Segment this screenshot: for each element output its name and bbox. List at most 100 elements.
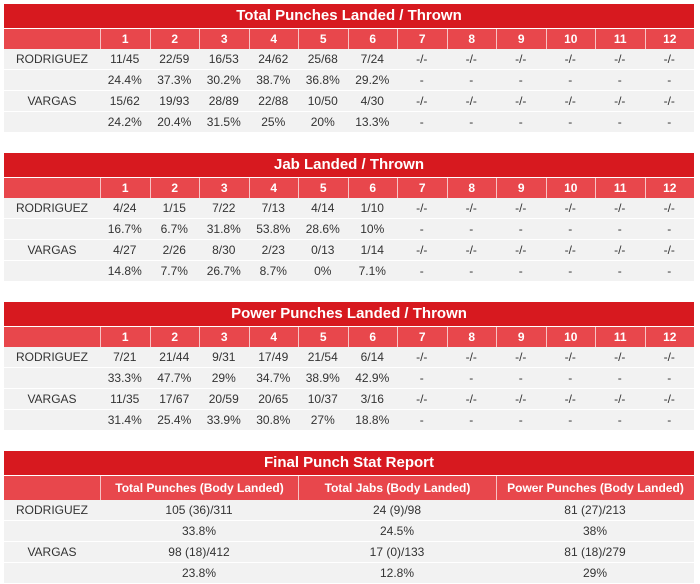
percent-cell: 30.2% bbox=[206, 73, 241, 87]
column-header: 8 bbox=[446, 29, 497, 49]
blank-cell bbox=[4, 112, 100, 132]
column-header: 4 bbox=[248, 327, 299, 347]
percent-cell: - bbox=[667, 222, 672, 236]
percent-cell: - bbox=[667, 371, 672, 385]
landed-cell: -/- bbox=[416, 201, 428, 215]
percent-cell: 37.3% bbox=[157, 73, 192, 87]
landed-row: VARGAS 98 (18)/412 17 (0)/133 81 (18)/279 bbox=[4, 542, 694, 563]
landed-cell: 105 (36)/311 bbox=[165, 503, 233, 517]
blank-cell bbox=[4, 410, 100, 430]
landed-cell: 4/30 bbox=[360, 94, 384, 108]
percent-cell: 29% bbox=[211, 371, 236, 385]
landed-row: RODRIGUEZ 4/24 1/15 7/22 7/13 4/14 1/10 -/- -/- -… bbox=[4, 198, 694, 219]
percent-cell: 16.7% bbox=[107, 222, 142, 236]
column-header: 2 bbox=[149, 327, 200, 347]
percent-cell: 31.4% bbox=[107, 413, 142, 427]
landed-row: VARGAS 11/35 17/67 20/59 20/65 10/37 3/16 -/- -/… bbox=[4, 389, 694, 410]
percent-cell: 25% bbox=[261, 115, 286, 129]
blank-cell bbox=[4, 219, 100, 239]
percent-cell: 20% bbox=[310, 115, 335, 129]
column-header: 1 bbox=[100, 178, 150, 198]
percent-cell: 31.5% bbox=[206, 115, 241, 129]
percent-cell: 31.8% bbox=[206, 222, 241, 236]
landed-cell: -/- bbox=[663, 392, 675, 406]
header-row: Total Punches (Body Landed) Total Jabs (B… bbox=[4, 476, 694, 500]
landed-cell: -/- bbox=[465, 52, 477, 66]
column-header: 5 bbox=[298, 327, 348, 347]
landed-cell: 21/54 bbox=[307, 350, 338, 364]
percent-cell: 33.8% bbox=[181, 524, 217, 538]
landed-cell: 11/35 bbox=[110, 392, 140, 406]
percent-cell: 14.8% bbox=[107, 264, 142, 278]
percent-cell: 7.7% bbox=[160, 264, 188, 278]
landed-cell: 24/62 bbox=[258, 52, 289, 66]
landed-cell: 19/93 bbox=[159, 94, 190, 108]
percent-cell: 28.6% bbox=[305, 222, 340, 236]
landed-cell: 7/22 bbox=[212, 201, 236, 215]
percent-cell: - bbox=[667, 73, 672, 87]
landed-cell: 98 (18)/412 bbox=[168, 545, 230, 559]
column-header: 11 bbox=[595, 178, 645, 198]
percent-row: 16.7% 6.7% 31.8% 53.8% 28.6% 10% - - - - - - bbox=[4, 219, 694, 240]
percent-cell: - bbox=[518, 371, 523, 385]
percent-cell: 42.9% bbox=[355, 371, 390, 385]
landed-cell: -/- bbox=[663, 52, 675, 66]
column-header: 9 bbox=[496, 327, 546, 347]
landed-cell: -/- bbox=[614, 350, 626, 364]
landed-cell: -/- bbox=[515, 350, 527, 364]
landed-cell: -/- bbox=[515, 52, 527, 66]
header-corner bbox=[4, 29, 100, 49]
landed-cell: -/- bbox=[465, 94, 477, 108]
landed-cell: -/- bbox=[416, 94, 428, 108]
column-header: 8 bbox=[446, 178, 497, 198]
percent-cell: - bbox=[617, 371, 622, 385]
percent-cell: 47.7% bbox=[157, 371, 192, 385]
percent-cell: - bbox=[469, 73, 474, 87]
percent-cell: 18.8% bbox=[355, 413, 390, 427]
column-header: Total Punches (Body Landed) bbox=[100, 476, 298, 500]
percent-cell: - bbox=[617, 73, 622, 87]
percent-cell: - bbox=[617, 413, 622, 427]
percent-cell: - bbox=[419, 413, 424, 427]
percent-cell: 24.2% bbox=[107, 115, 142, 129]
percent-cell: 33.3% bbox=[107, 371, 142, 385]
landed-cell: -/- bbox=[663, 243, 675, 257]
percent-cell: 25.4% bbox=[157, 413, 192, 427]
percent-cell: - bbox=[518, 413, 523, 427]
percent-cell: - bbox=[667, 115, 672, 129]
percent-cell: 0% bbox=[314, 264, 332, 278]
landed-cell: -/- bbox=[465, 392, 477, 406]
landed-cell: -/- bbox=[663, 201, 675, 215]
landed-cell: 20/59 bbox=[208, 392, 239, 406]
landed-cell: -/- bbox=[614, 201, 626, 215]
landed-cell: 17/49 bbox=[258, 350, 289, 364]
percent-row: 33.8% 24.5% 38% bbox=[4, 521, 694, 542]
blank-cell bbox=[4, 261, 100, 281]
header-corner bbox=[4, 178, 100, 198]
landed-cell: -/- bbox=[416, 52, 428, 66]
percent-cell: 10% bbox=[360, 222, 385, 236]
column-header: 10 bbox=[545, 178, 596, 198]
landed-cell: 15/62 bbox=[109, 94, 140, 108]
percent-cell: - bbox=[518, 115, 523, 129]
percent-cell: - bbox=[419, 73, 424, 87]
percent-cell: 20.4% bbox=[157, 115, 192, 129]
landed-cell: 2/26 bbox=[162, 243, 186, 257]
landed-cell: 3/16 bbox=[360, 392, 384, 406]
percent-cell: - bbox=[469, 413, 474, 427]
landed-cell: -/- bbox=[564, 201, 576, 215]
percent-cell: - bbox=[469, 115, 474, 129]
landed-cell: 1/10 bbox=[360, 201, 384, 215]
percent-cell: 33.9% bbox=[206, 413, 241, 427]
column-header: 9 bbox=[496, 178, 546, 198]
column-header: 8 bbox=[446, 327, 497, 347]
landed-cell: -/- bbox=[614, 94, 626, 108]
landed-cell: 21/44 bbox=[159, 350, 190, 364]
landed-cell: 17 (0)/133 bbox=[369, 545, 425, 559]
percent-row: 14.8% 7.7% 26.7% 8.7% 0% 7.1% - - - - - - bbox=[4, 261, 694, 282]
column-header: 5 bbox=[298, 178, 348, 198]
blank-cell bbox=[4, 563, 100, 583]
landed-row: VARGAS 4/27 2/26 8/30 2/23 0/13 1/14 -/- -/- -/- -… bbox=[4, 240, 694, 261]
table-title: Power Punches Landed / Thrown bbox=[4, 302, 694, 326]
landed-cell: 7/13 bbox=[261, 201, 285, 215]
